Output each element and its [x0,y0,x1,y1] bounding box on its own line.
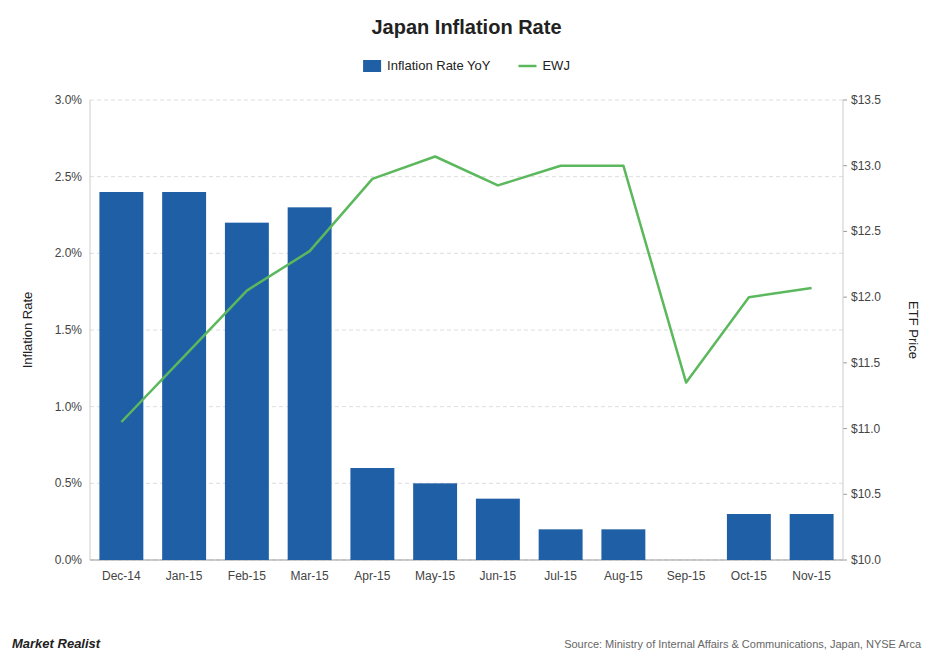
x-tick-label: Apr-15 [354,569,390,583]
x-tick-label: Jun-15 [480,569,517,583]
x-tick-label: May-15 [415,569,455,583]
legend-label: Inflation Rate YoY [387,58,491,73]
y-tick-label: 0.5% [55,476,83,490]
x-tick-label: Nov-15 [792,569,831,583]
source-note: Source: Ministry of Internal Affairs & C… [564,638,922,650]
bar [99,192,143,560]
y2-tick-label: $10.5 [851,487,881,501]
watermark: Market Realist [12,636,101,651]
bar [476,499,520,560]
grid-line [90,176,843,177]
line [121,157,811,422]
legend-swatch [363,60,381,72]
y2-tick [843,297,847,298]
title: Japan Inflation Rate [371,16,561,38]
bar [162,192,206,560]
x-tick-label: Mar-15 [291,569,329,583]
y2-tick [843,100,847,101]
bar [539,529,583,560]
legend-label: EWJ [542,58,569,73]
y-tick-label: 1.0% [55,400,83,414]
y-tick-label: 1.5% [55,323,83,337]
bar [413,483,457,560]
y2-axis-title: ETF Price [906,301,921,359]
bar [601,529,645,560]
y-tick-label: 0.0% [55,553,83,567]
bar [225,223,269,560]
y-axis-line [90,100,91,560]
y2-tick-label: $11.0 [851,422,880,436]
y2-tick-label: $10.0 [851,553,881,567]
legend-item: Inflation Rate YoY [363,58,491,73]
x-tick-label: Oct-15 [731,569,767,583]
grid [90,100,843,560]
bar [664,560,708,561]
y-axis-title: Inflation Rate [20,292,35,369]
x-tick-label: Feb-15 [228,569,266,583]
legend: Inflation Rate YoY EWJ [363,58,570,73]
background [0,0,933,662]
y2-tick-label: $13.5 [851,93,881,107]
y2-axis-line [843,100,844,560]
y2-tick-label: $13.0 [851,159,881,173]
y-tick-label: 3.0% [55,93,83,107]
bar [350,468,394,560]
y2-tick-label: $11.5 [851,356,880,370]
y2-tick [843,231,847,232]
x-tick-label: Dec-14 [102,569,141,583]
x-tick-label: Jan-15 [166,569,203,583]
x-tick-label: Aug-15 [604,569,643,583]
y2-tick [843,560,847,561]
y2-tick [843,165,847,166]
y-tick-label: 2.0% [55,246,83,260]
y-tick-label: 2.5% [55,170,83,184]
y2-tick [843,428,847,429]
y2-tick [843,494,847,495]
bar [727,514,771,560]
x-tick-label: Sep-15 [667,569,706,583]
grid-line [90,100,843,101]
axes: 0.0% 0.5% 1.0% 1.5% 2.0% 2.5% 3.0% $10.0 $10.5 $1… [55,93,882,583]
y2-tick-label: $12.0 [851,290,881,304]
chart: Japan Inflation Rate 0.0% 0.5% 1.0% 1.5% 2.0%… [0,0,933,662]
plot-data [99,157,833,560]
y2-tick-label: $12.5 [851,224,881,238]
x-tick-label: Jul-15 [544,569,577,583]
legend-item: EWJ [518,58,569,73]
y2-tick [843,362,847,363]
legend-swatch [518,65,536,68]
bar [790,514,834,560]
